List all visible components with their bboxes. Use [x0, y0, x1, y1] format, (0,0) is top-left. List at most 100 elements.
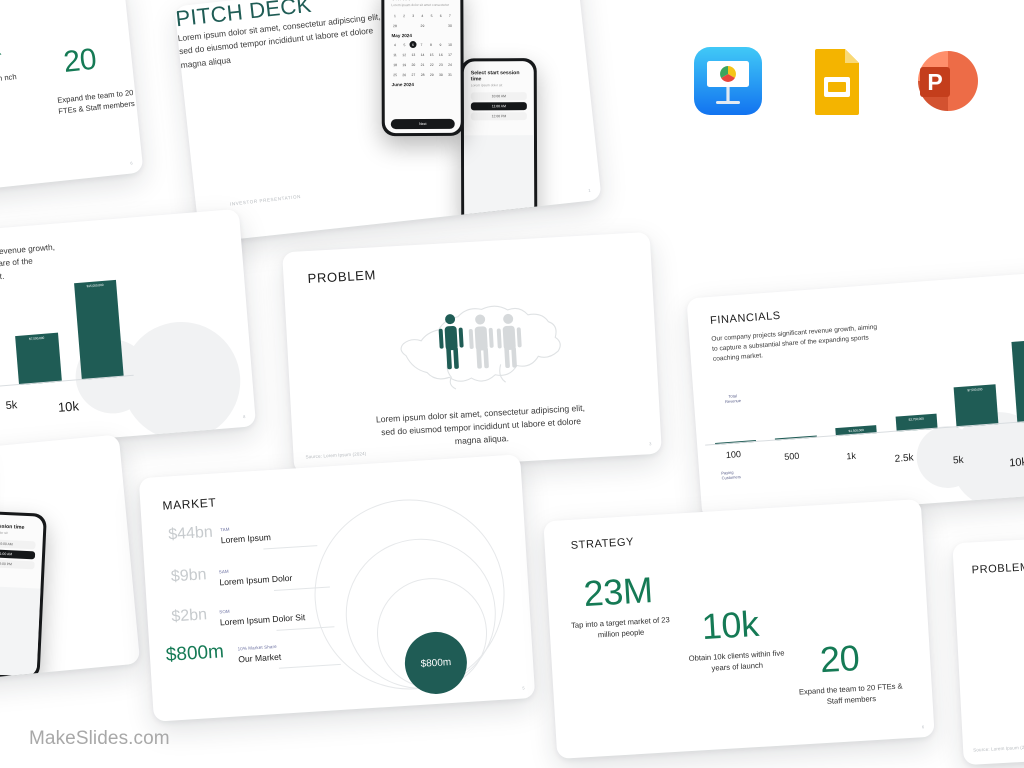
slide-footer: INVESTOR PRESENTATION [229, 193, 302, 207]
apple-keynote-icon[interactable] [692, 45, 764, 117]
phone-mockup-time: Select session time Lorem ipsum dolor si… [0, 510, 47, 680]
calendar-day[interactable]: 5 [430, 13, 433, 18]
slide-market[interactable]: MARKET $800m $44bn TAM Lorem Ipsum $9bn … [138, 454, 536, 722]
microsoft-powerpoint-icon[interactable]: P [910, 45, 982, 117]
market-tag: SAM [218, 568, 229, 575]
slide-content: STRATEGY 23M Tap into a target market of… [543, 499, 934, 759]
person-icon [496, 313, 522, 369]
phone-screen: Select start session time Lorem ipsum do… [463, 61, 535, 226]
calendar-day[interactable]: 11 [393, 52, 397, 57]
calendar-day[interactable]: 30 [438, 72, 443, 77]
leader-line [278, 663, 341, 669]
calendar-day[interactable]: 21 [420, 62, 425, 67]
calendar-month-next: June 2024 [391, 82, 414, 88]
calendar-day[interactable]: 19 [402, 62, 407, 67]
calendar-day[interactable]: 7 [448, 13, 451, 18]
calendar-day-selected[interactable]: 6 [409, 41, 417, 49]
time-option[interactable]: 12:00 PM [0, 558, 35, 570]
slide-content: Our company projects significant revenue… [0, 209, 256, 457]
calendar-week: 28 29 30 [390, 22, 454, 29]
calendar-day[interactable]: 25 [393, 72, 398, 77]
time-option-selected[interactable]: 11:00 AM [0, 548, 36, 560]
calendar-day[interactable]: 22 [429, 62, 434, 67]
calendar-day[interactable]: 7 [420, 42, 423, 47]
calendar-day[interactable]: 20 [411, 62, 416, 67]
slide-content: MARKET $800m $44bn TAM Lorem Ipsum $9bn … [139, 454, 536, 722]
calendar-day[interactable]: 2 [403, 13, 406, 18]
calendar-day[interactable]: 16 [438, 52, 443, 57]
calendar-day[interactable]: 23 [438, 62, 443, 67]
time-option-selected[interactable]: 11:00 AM [470, 102, 527, 111]
slide-financials-left[interactable]: Our company projects significant revenue… [0, 208, 257, 458]
slide-phone-mockups[interactable]: Select start session date Lorem ipsum do… [0, 434, 141, 688]
bar-value-label: $2,750,000 [908, 416, 924, 422]
slide-financials[interactable]: FINANCIALS Our company projects signific… [686, 269, 1024, 521]
calendar-day[interactable]: 15 [429, 52, 434, 57]
slide-content: PROBLEM [282, 232, 662, 474]
stat-value-20: 20 [818, 636, 861, 681]
calendar-day[interactable]: 31 [448, 72, 452, 77]
x-tick-label: 10k [1008, 456, 1024, 470]
calendar-week: 11 12 13 14 15 16 17 [391, 51, 455, 58]
time-option[interactable]: 12:00 PM [470, 112, 527, 121]
calendar-day[interactable]: 9 [439, 42, 442, 47]
slide-title: STRATEGY [570, 536, 635, 552]
calendar-day[interactable]: 29 [420, 23, 425, 28]
calendar-day[interactable]: 4 [394, 42, 396, 47]
calendar-day[interactable]: 27 [411, 72, 416, 77]
slide-content: PITCH DECK Lorem ipsum dolor sit amet, c… [174, 0, 601, 243]
calendar-day[interactable]: 18 [393, 62, 397, 67]
slide-title: FINANCIALS [709, 309, 782, 327]
decor-blob [117, 317, 245, 445]
next-button[interactable]: Next [390, 118, 455, 130]
bar: $15,000,000 [73, 279, 124, 380]
time-option[interactable]: 10:00 AM [0, 538, 36, 550]
stat-caption-20: Expand the team to 20 FTEs & Staff membe… [56, 87, 136, 116]
market-amount: $2bn [170, 606, 208, 626]
calendar-month: May 2024 [391, 33, 412, 39]
phone-subheading: Lorem ipsum dolor sit amet consectetur [391, 2, 450, 8]
calendar-day[interactable]: 26 [402, 72, 407, 77]
calendar-day[interactable]: 6 [439, 13, 442, 18]
slide-title: PROBLEM [307, 267, 377, 287]
calendar-day[interactable]: 10 [448, 42, 452, 47]
market-amount: $44bn [167, 523, 214, 544]
stat-partial-caption: s within nch [0, 72, 18, 85]
slide-strategy[interactable]: STRATEGY 23M Tap into a target market of… [543, 499, 935, 759]
calendar-day[interactable]: 8 [430, 42, 432, 47]
calendar-day[interactable]: 1 [393, 13, 396, 18]
stat-caption-23m: Tap into a target market of 23 million p… [570, 615, 670, 640]
calendar-day[interactable]: 30 [448, 23, 452, 28]
stat-value-20: 20 [61, 42, 98, 79]
site-watermark: MakeSlides.com [29, 728, 170, 749]
phone-body-panel [463, 135, 535, 226]
slide-source: Source: Lorem Ipsum (2024) [973, 744, 1024, 753]
calendar-day[interactable]: 5 [403, 42, 406, 47]
page-number: 3 [648, 441, 652, 447]
bar-column: $1,500,000 [820, 347, 887, 437]
slide-strategy-topleft[interactable]: k s within nch 20 Expand the team to 20 … [0, 0, 144, 199]
x-tick-label: 500 [783, 450, 800, 462]
calendar-day[interactable]: 28 [393, 23, 397, 28]
x-axis-label: Paying Customers [721, 469, 742, 481]
stat-value-10k: 10k [700, 602, 760, 648]
slide-problem-right[interactable]: PROBLEM Source: Lorem Ipsum (2024) [952, 532, 1024, 766]
calendar-day[interactable]: 3 [412, 13, 415, 18]
slide-problem-center[interactable]: PROBLEM [282, 231, 662, 475]
x-tick-label: 5k [5, 399, 18, 413]
calendar-day[interactable]: 13 [411, 52, 416, 57]
calendar-day[interactable]: 14 [420, 52, 425, 57]
calendar-day[interactable]: 24 [448, 62, 452, 67]
slide-pitch-deck[interactable]: PITCH DECK Lorem ipsum dolor sit amet, c… [174, 0, 602, 244]
time-option[interactable]: 10:00 AM [470, 92, 527, 101]
calendar-day[interactable]: 17 [448, 52, 452, 57]
calendar-day[interactable]: 4 [421, 13, 424, 18]
calendar-day[interactable]: 12 [402, 52, 407, 57]
slide-source: Source: Lorem Ipsum (2024) [305, 451, 367, 460]
svg-text:P: P [927, 69, 942, 95]
calendar-day[interactable]: 29 [429, 72, 434, 77]
google-slides-icon[interactable] [801, 45, 873, 117]
calendar-day[interactable]: 28 [420, 72, 425, 77]
bar-column: $150,000 [699, 355, 766, 448]
